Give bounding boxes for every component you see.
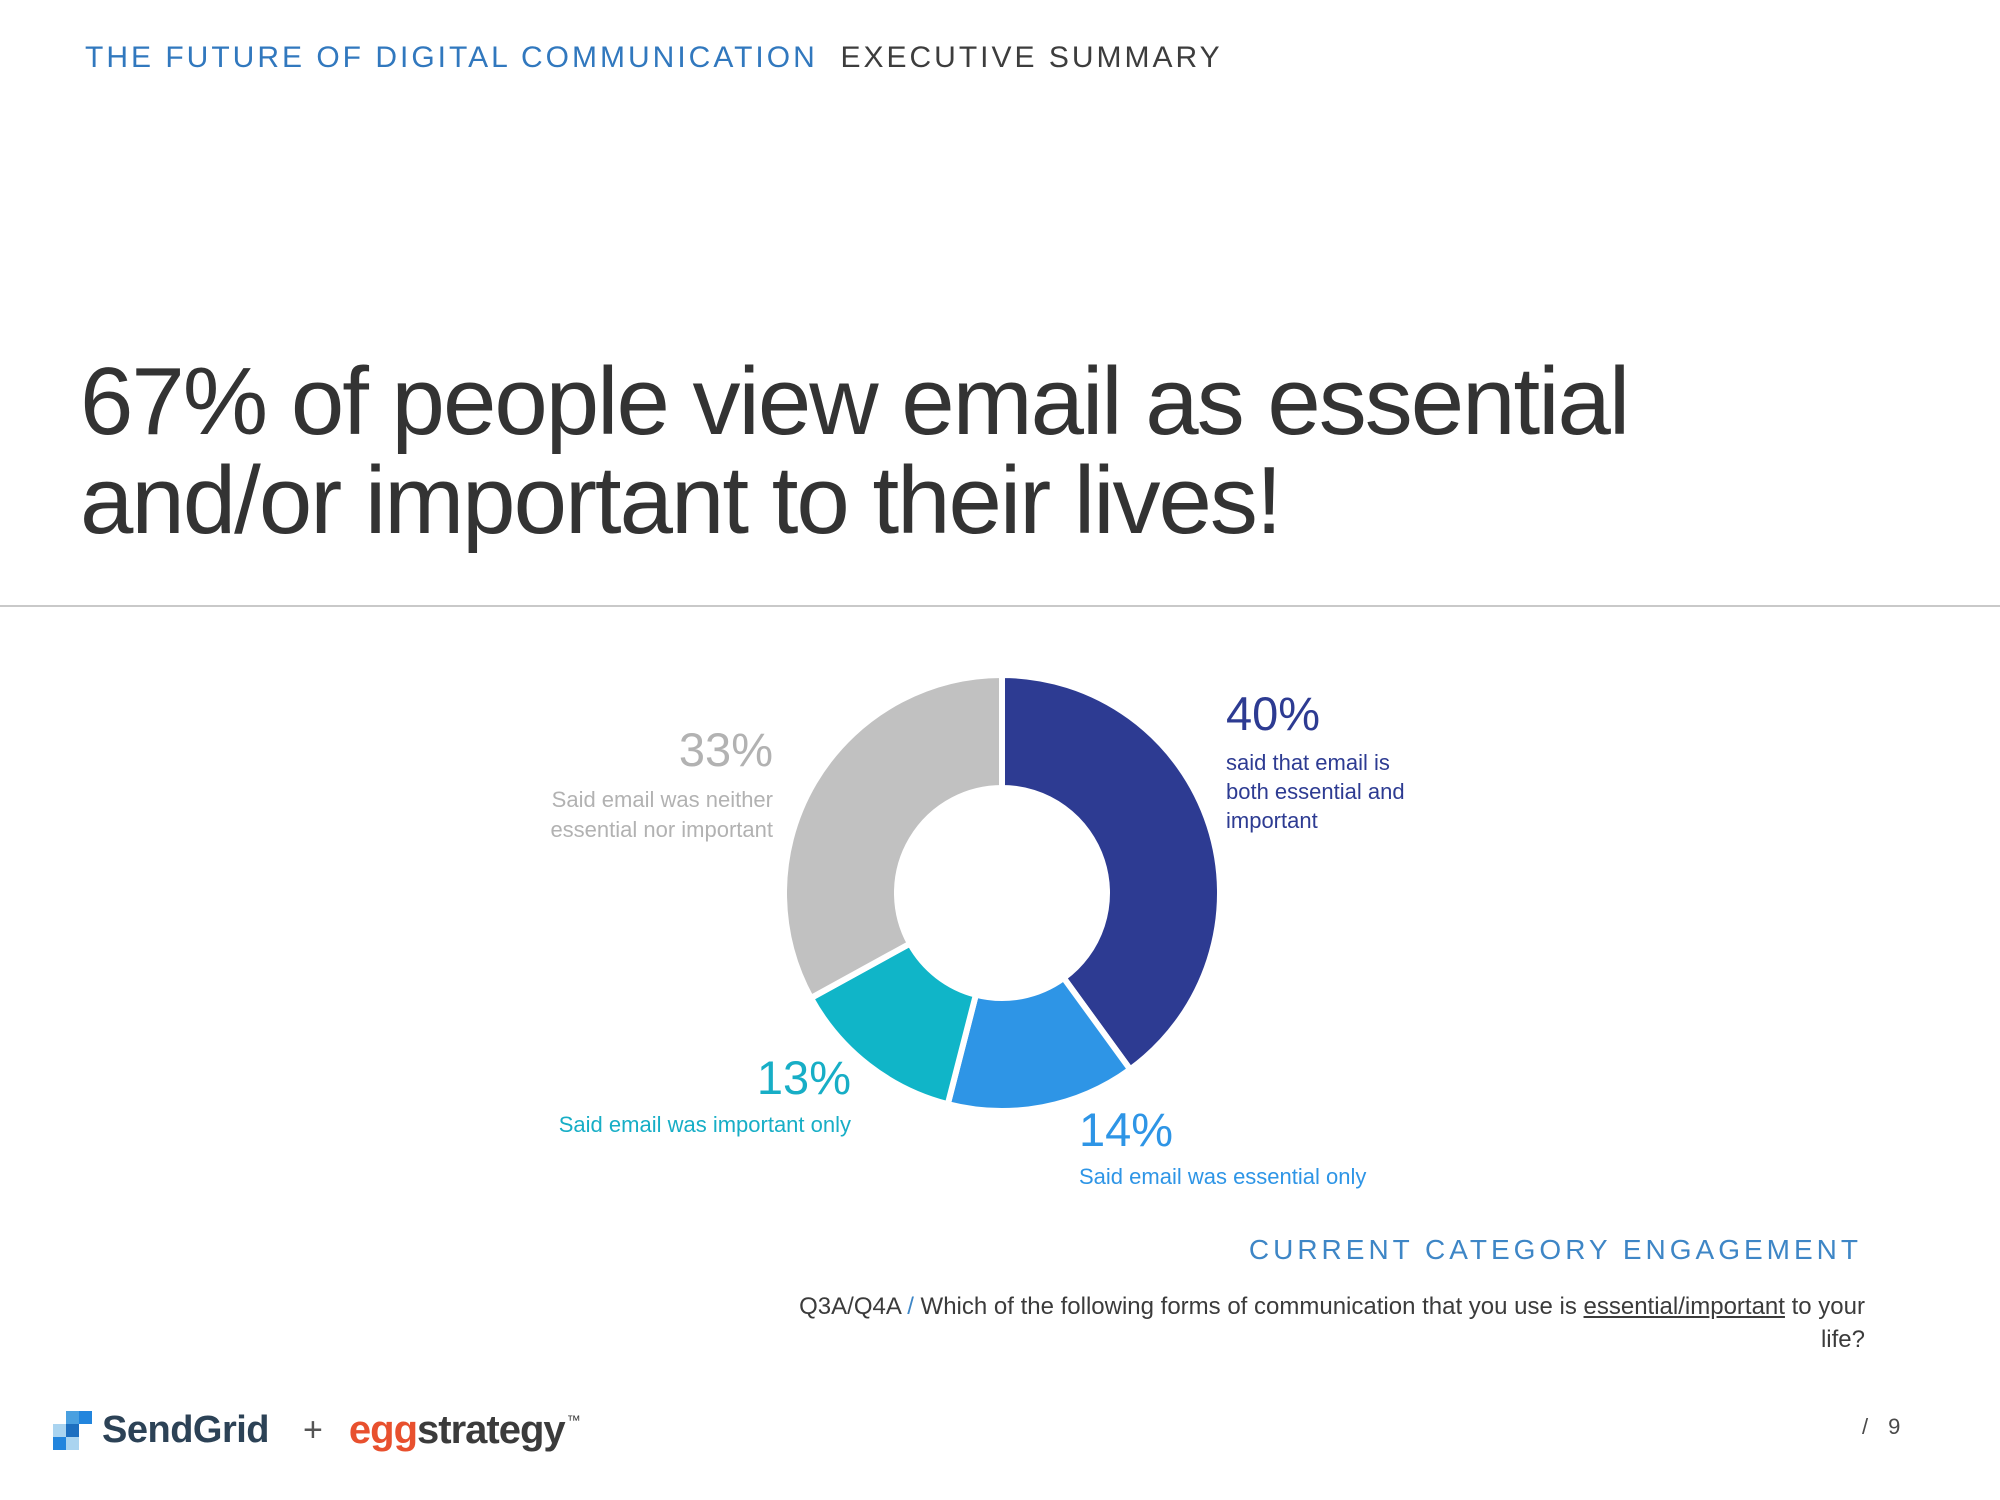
slice-label-neither: 33% Said email was neither essential nor…: [473, 726, 773, 845]
eggstrategy-strategy: strategy: [417, 1407, 566, 1452]
header-title-secondary: EXECUTIVE SUMMARY: [840, 41, 1223, 74]
question-underlined-term: essential/important: [1583, 1293, 1785, 1320]
trademark-symbol: ™: [566, 1411, 581, 1428]
sendgrid-icon-cell: [53, 1436, 66, 1450]
sendgrid-icon-cell: [66, 1410, 79, 1424]
header-title-primary: THE FUTURE OF DIGITAL COMMUNICATION: [85, 41, 818, 74]
question-code: Q3A/Q4A: [799, 1293, 901, 1320]
donut-slice: [999, 671, 1224, 1074]
page-title-line2: and/or important to their lives!: [80, 447, 1283, 554]
slice-description: Said email was important only: [558, 1112, 851, 1137]
footer: SendGrid + eggstrategy ™: [53, 1402, 581, 1458]
donut-chart: [772, 663, 1232, 1123]
question-separator: /: [907, 1293, 914, 1320]
slice-label-important-only: 13% Said email was important only: [559, 1054, 851, 1139]
sendgrid-icon-cell: [79, 1424, 92, 1437]
page-number-value: 9: [1888, 1414, 1901, 1439]
slice-description: Said email was neither essential nor imp…: [550, 787, 773, 842]
sendgrid-icon-cell: [79, 1437, 92, 1450]
question-text-before: Which of the following forms of communic…: [920, 1293, 1577, 1320]
donut-slice: [781, 671, 1005, 1003]
survey-question: Q3A/Q4A / Which of the following forms o…: [785, 1290, 1865, 1356]
sendgrid-logo-icon: [53, 1410, 92, 1450]
page-number: / 9: [1862, 1414, 1900, 1440]
page-title: 67% of people view email as essential an…: [80, 348, 1630, 554]
eggstrategy-wordmark: eggstrategy ™: [349, 1408, 581, 1453]
slice-description: said that email is both essential and im…: [1226, 750, 1405, 833]
slice-value: 14%: [1079, 1103, 1174, 1156]
slice-value: 40%: [1226, 687, 1321, 740]
sendgrid-wordmark: SendGrid: [102, 1408, 270, 1451]
sendgrid-icon-cell: [66, 1436, 79, 1450]
eggstrategy-egg: egg: [348, 1407, 418, 1452]
slice-value: 33%: [678, 723, 773, 776]
slice-value: 13%: [756, 1051, 851, 1104]
divider-line: [0, 605, 2000, 607]
header: THE FUTURE OF DIGITAL COMMUNICATION EXEC…: [85, 40, 1223, 76]
slice-label-essential-only: 14% Said email was essential only: [1079, 1106, 1366, 1191]
sendgrid-icon-cell: [66, 1423, 79, 1437]
question-text-after: to your life?: [1791, 1293, 1865, 1353]
donut-chart-svg: [781, 671, 1224, 1114]
sendgrid-icon-cell: [53, 1423, 66, 1437]
donut-slice: [944, 973, 1135, 1114]
plus-sign: +: [303, 1410, 323, 1449]
page-title-line1: 67% of people view email as essential: [80, 348, 1630, 455]
page-number-separator: /: [1862, 1414, 1869, 1439]
section-caption: CURRENT CATEGORY ENGAGEMENT: [1248, 1234, 1862, 1265]
sendgrid-icon-cell: [53, 1411, 66, 1424]
sendgrid-icon-cell: [79, 1410, 92, 1424]
slice-description: Said email was essential only: [1079, 1164, 1367, 1189]
slice-label-essential-and-important: 40% said that email is both essential an…: [1226, 690, 1446, 835]
